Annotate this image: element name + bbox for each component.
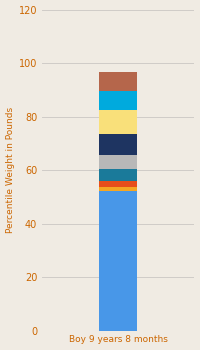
Bar bbox=[99, 110, 137, 134]
Bar bbox=[99, 155, 137, 169]
Y-axis label: Percentile Weight in Pounds: Percentile Weight in Pounds bbox=[6, 107, 15, 233]
Bar bbox=[99, 191, 137, 331]
Bar bbox=[99, 188, 137, 191]
Bar bbox=[99, 134, 137, 155]
Bar bbox=[99, 72, 137, 91]
Bar bbox=[99, 91, 137, 110]
Bar bbox=[99, 181, 137, 188]
Bar bbox=[99, 169, 137, 181]
